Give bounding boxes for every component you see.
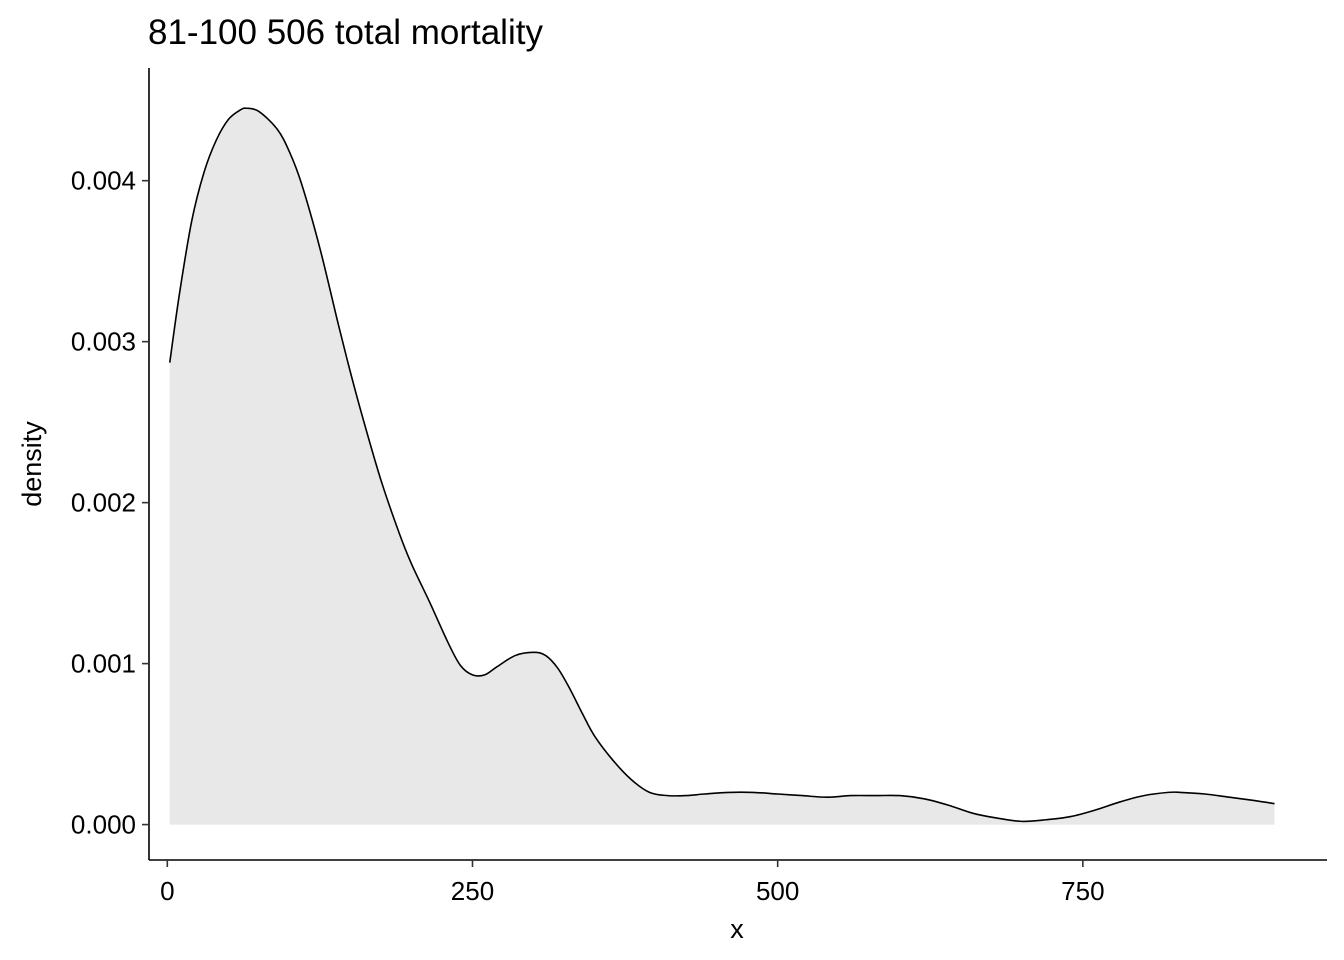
x-axis-title: x — [730, 914, 744, 944]
plot-area — [168, 107, 1275, 825]
density-curve — [168, 107, 1275, 823]
x-tick-label: 500 — [756, 876, 799, 906]
x-axis-ticks: 0 250 500 750 — [160, 860, 1105, 906]
density-area-fill — [169, 108, 1275, 825]
x-tick-label: 250 — [451, 876, 494, 906]
x-tick-label: 0 — [160, 876, 174, 906]
x-tick-label: 750 — [1061, 876, 1104, 906]
y-tick-label: 0.003 — [71, 327, 136, 357]
y-axis-ticks: 0.000 0.001 0.002 0.003 0.004 — [71, 166, 149, 840]
y-tick-label: 0.002 — [71, 488, 136, 518]
y-tick-label: 0.001 — [71, 649, 136, 679]
y-tick-label: 0.000 — [71, 810, 136, 840]
y-axis-title: density — [17, 421, 47, 507]
y-tick-label: 0.004 — [71, 166, 136, 196]
chart-title: 81-100 506 total mortality — [148, 13, 543, 52]
